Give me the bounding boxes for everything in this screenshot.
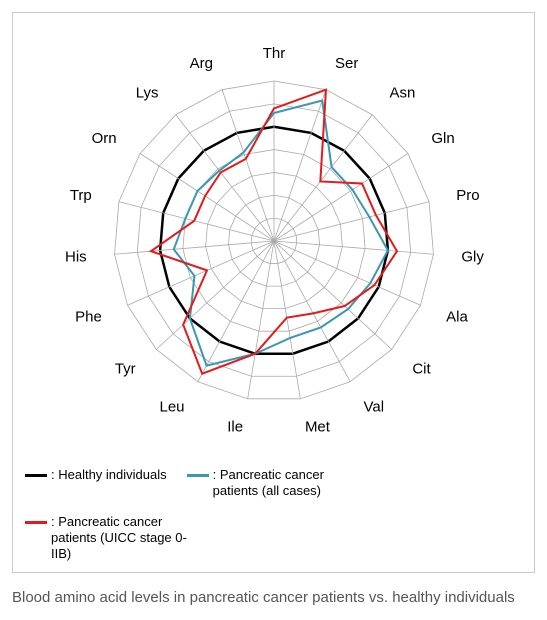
axis-label-tyr: Tyr (114, 360, 135, 377)
axis-label-leu: Leu (159, 398, 184, 415)
axis-label-gly: Gly (461, 249, 484, 266)
legend-swatch-pc-all (187, 474, 209, 477)
legend-swatch-pc-stage (25, 521, 47, 524)
axis-label-his: His (64, 249, 86, 266)
axis-label-trp: Trp (69, 187, 91, 204)
legend: : Healthy individuals : Pancreatic cance… (21, 461, 526, 568)
axis-label-orn: Orn (91, 130, 116, 147)
legend-swatch-healthy (25, 474, 47, 477)
chart-caption: Blood amino acid levels in pancreatic ca… (12, 587, 535, 608)
axis-label-met: Met (304, 418, 330, 435)
legend-item-healthy: : Healthy individuals (25, 467, 167, 500)
axis-label-lys: Lys (135, 85, 158, 102)
axis-label-phe: Phe (75, 309, 102, 326)
axis-label-pro: Pro (456, 187, 479, 204)
legend-item-pc-all: : Pancreatic cancer patients (all cases) (187, 467, 357, 500)
axis-label-ala: Ala (446, 309, 468, 326)
axis-label-arg: Arg (189, 55, 212, 72)
axis-label-gln: Gln (431, 130, 454, 147)
axis-label-thr: Thr (262, 45, 285, 62)
axis-label-ser: Ser (335, 55, 358, 72)
axis-label-ile: Ile (227, 418, 243, 435)
legend-label-pc-stage: : Pancreatic cancer patients (UICC stage… (51, 514, 195, 563)
axis-label-cit: Cit (412, 360, 431, 377)
axis-label-val: Val (363, 398, 384, 415)
chart-container: Thr Ser Asn Gln Pro Gly Ala Cit Val Met Ile Leu Tyr P… (12, 12, 535, 573)
radar-chart: Thr Ser Asn Gln Pro Gly Ala Cit Val Met Ile Leu Tyr P… (24, 21, 524, 461)
legend-label-healthy: : Healthy individuals (51, 467, 167, 483)
axis-label-asn: Asn (389, 85, 415, 102)
legend-label-pc-all: : Pancreatic cancer patients (all cases) (213, 467, 357, 500)
legend-item-pc-stage: : Pancreatic cancer patients (UICC stage… (25, 514, 195, 563)
